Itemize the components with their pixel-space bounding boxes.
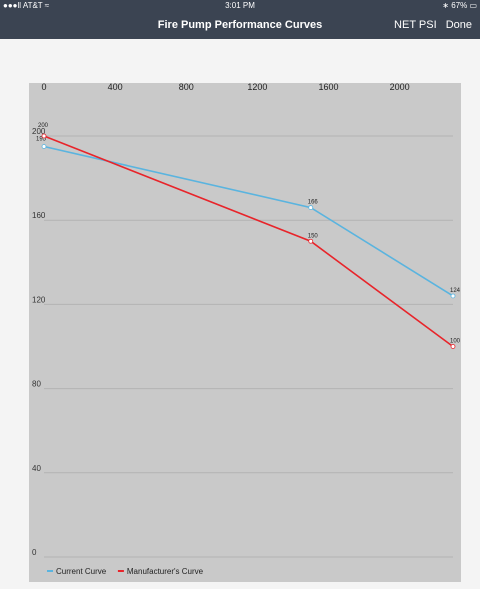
data-label-1-2: 100 (450, 339, 461, 345)
status-bar: ●●●ll AT&T ≈ 3:01 PM ∗ 67% ▭ (0, 0, 480, 11)
y-tick-label-200: 200 (32, 127, 46, 136)
carrier-signal: ●●●ll AT&T ≈ (3, 0, 49, 11)
y-tick-label-80: 80 (32, 380, 41, 389)
data-label-0-1: 166 (308, 200, 319, 206)
nav-actions: NET PSI Done (388, 11, 472, 39)
x-tick-label-400: 400 (108, 83, 123, 92)
wifi-icon: ≈ (44, 1, 50, 10)
data-label-0-0: 195 (36, 137, 47, 143)
battery-icon: ▭ (469, 1, 477, 10)
chart-panel: 0 40 80 120 160 200 0 400 800 1200 1600 2000 195 166 1… (29, 83, 461, 582)
y-tick-label-40: 40 (32, 464, 41, 473)
page-title: Fire Pump Performance Curves (157, 19, 323, 31)
navigation-bar: Fire Pump Performance Curves NET PSI Don… (0, 11, 480, 39)
data-point-0-1 (308, 205, 314, 210)
x-tick-label-800: 800 (179, 83, 194, 92)
y-tick-label-160: 160 (32, 211, 46, 220)
x-tick-label-0: 0 (41, 83, 46, 92)
status-time: 3:01 PM (225, 1, 255, 10)
data-point-0-0 (41, 144, 47, 149)
data-point-1-1 (308, 238, 314, 244)
data-point-1-0 (41, 133, 47, 139)
legend-label-1: Manufacturer's Curve (127, 567, 204, 576)
data-point-0-2 (450, 293, 456, 299)
data-point-1-2 (450, 344, 456, 349)
legend-label-0: Current Curve (56, 567, 107, 576)
data-label-1-0: 200 (38, 123, 49, 129)
y-tick-label-120: 120 (32, 295, 46, 304)
data-label-1-1: 150 (308, 233, 319, 239)
battery-percent: 67% (451, 1, 468, 10)
signal-icon: ●●●ll (3, 1, 23, 10)
status-right: ∗ 67% ▭ (442, 0, 477, 11)
x-tick-label-2000: 2000 (390, 83, 410, 92)
net-psi-button[interactable]: NET PSI (394, 19, 437, 31)
x-tick-label-1600: 1600 (319, 83, 339, 92)
series-line-1 (43, 135, 454, 348)
done-button[interactable]: Done (445, 19, 472, 31)
data-label-0-2: 124 (450, 288, 461, 294)
bluetooth-icon: ∗ (442, 1, 449, 10)
y-tick-label-0: 0 (32, 548, 37, 557)
x-tick-label-1200: 1200 (247, 83, 267, 92)
carrier-label: AT&T (22, 1, 43, 10)
series-line-0 (43, 145, 454, 297)
